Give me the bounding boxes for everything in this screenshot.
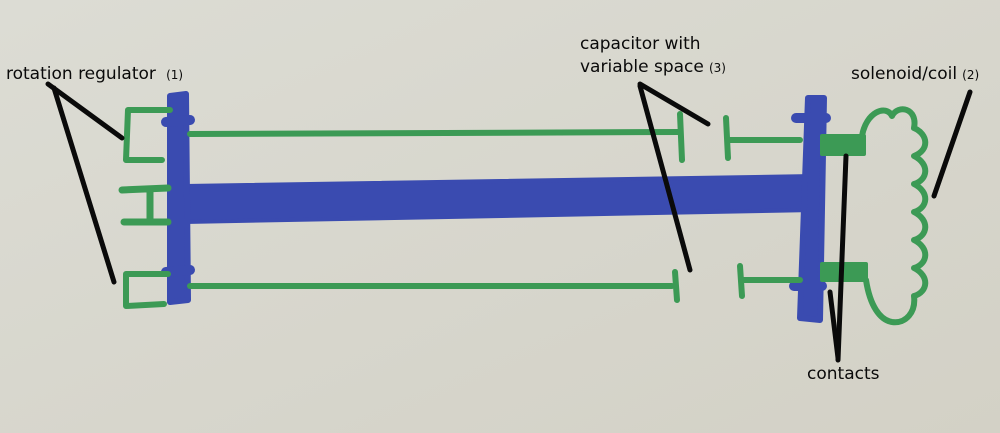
solenoid-coil xyxy=(859,106,929,326)
green-wiring xyxy=(118,106,929,326)
label-contacts: contacts xyxy=(807,364,879,384)
label-capacitor-line2-text: variable space xyxy=(580,57,704,77)
left-plate-cap-top xyxy=(161,115,195,127)
label-rotation-regulator-text: rotation regulator xyxy=(6,64,156,84)
pointer-regulator-bottom xyxy=(51,85,117,285)
label-rotation-regulator: rotation regulator (1) xyxy=(6,64,183,84)
left-plate-cap-bottom xyxy=(161,265,195,277)
left-plate xyxy=(167,91,191,305)
right-plate xyxy=(797,95,827,323)
label-solenoid-text: solenoid/coil xyxy=(851,64,958,84)
label-solenoid: solenoid/coil (2) xyxy=(851,64,979,84)
regulator-top-bracket xyxy=(123,107,173,163)
regulator-bottom-bracket xyxy=(123,271,171,309)
top-wire xyxy=(187,129,683,137)
label-capacitor-line1: capacitor with xyxy=(580,34,701,54)
label-contacts-text: contacts xyxy=(807,364,880,384)
pointer-contacts-bottom xyxy=(827,289,841,361)
regulator-middle-bracket xyxy=(118,184,172,226)
label-rotation-regulator-number: (1) xyxy=(166,68,184,82)
central-shaft xyxy=(161,91,831,323)
contact-top xyxy=(820,134,866,156)
pointer-capacitor-bottom xyxy=(637,83,693,273)
label-capacitor-line2: variable space (3) xyxy=(580,57,726,77)
label-capacitor-line1-text: capacitor with xyxy=(580,34,701,54)
pointer-solenoid xyxy=(931,89,973,199)
bottom-wire-end-bar xyxy=(672,269,680,303)
label-solenoid-number: (2) xyxy=(962,68,980,82)
pointer-capacitor-top xyxy=(637,81,711,127)
pointer-contacts-top xyxy=(835,153,849,363)
pointer-lines xyxy=(45,81,973,363)
label-capacitor-number: (3) xyxy=(708,61,726,75)
pointer-regulator-top xyxy=(45,81,125,141)
top-wire-end-bar xyxy=(677,111,685,163)
